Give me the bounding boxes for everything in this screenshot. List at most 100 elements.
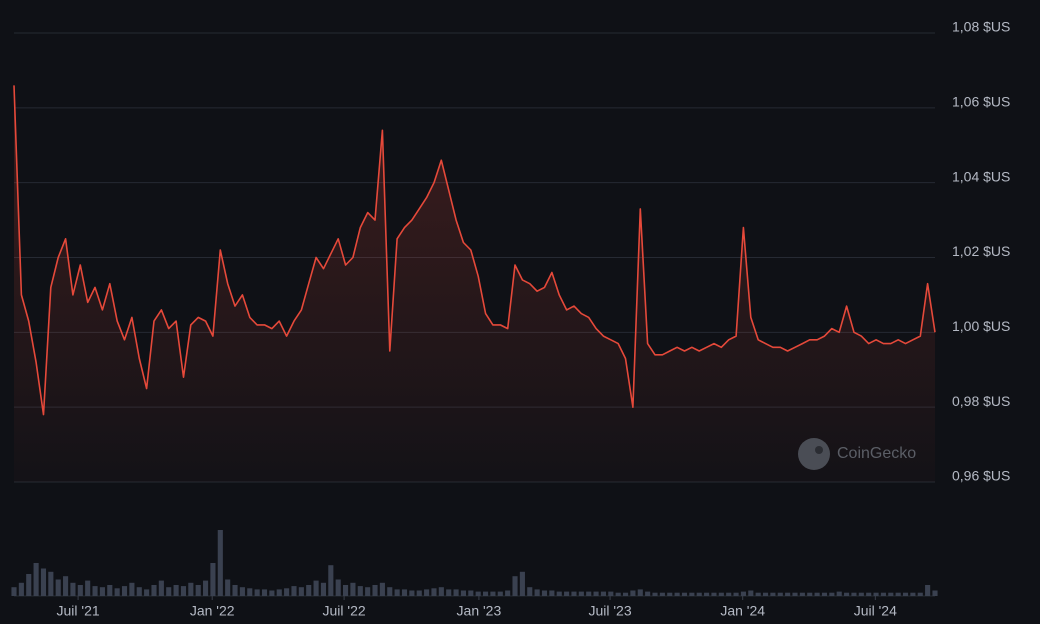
- volume-bar: [475, 591, 481, 596]
- x-tick-label: Juil '22: [323, 603, 366, 619]
- volume-bar: [534, 589, 540, 596]
- volume-bar: [659, 592, 665, 596]
- volume-bar: [11, 587, 17, 596]
- volume-bar: [33, 563, 39, 596]
- volume-bar: [210, 563, 216, 596]
- x-tick-label: Juil '24: [854, 603, 897, 619]
- volume-bar: [858, 592, 864, 596]
- volume-bar: [350, 582, 356, 596]
- y-tick-label: 0,96 $US: [952, 468, 1010, 484]
- volume-bar: [225, 579, 231, 596]
- volume-bar: [770, 592, 776, 596]
- watermark: CoinGecko: [798, 438, 916, 470]
- volume-bar: [910, 592, 916, 596]
- volume-bar: [217, 530, 223, 596]
- volume-bar: [836, 591, 842, 596]
- volume-bar: [762, 592, 769, 596]
- x-tick-label: Jan '23: [457, 603, 502, 619]
- volume-bar: [807, 592, 813, 596]
- volume-bar: [446, 589, 452, 596]
- volume-bar: [541, 590, 548, 596]
- volume-bar: [431, 588, 437, 596]
- volume-bar: [615, 592, 621, 596]
- volume-bar: [416, 590, 422, 596]
- volume-bar: [107, 585, 113, 596]
- watermark-logo: [798, 438, 830, 470]
- volume-bar: [40, 568, 47, 596]
- volume-bar: [77, 585, 83, 596]
- volume-bar: [18, 582, 24, 596]
- volume-bar: [681, 592, 688, 596]
- volume-bar: [497, 591, 503, 596]
- volume-bar: [70, 582, 76, 596]
- volume-bar: [888, 592, 894, 596]
- volume-bar: [696, 592, 702, 596]
- volume-bar: [637, 589, 643, 596]
- y-tick-label: 1,06 $US: [952, 94, 1010, 110]
- volume-bar: [600, 591, 606, 596]
- volume-bar: [564, 591, 570, 596]
- volume-bar: [114, 588, 120, 596]
- volume-bar: [151, 585, 157, 596]
- volume-bar: [593, 591, 599, 596]
- volume-bar: [121, 586, 128, 596]
- volume-bar: [490, 591, 496, 596]
- volume-bar: [571, 591, 577, 596]
- volume-bar: [379, 582, 385, 596]
- y-tick-label: 1,08 $US: [952, 19, 1010, 35]
- volume-bar: [254, 589, 260, 596]
- watermark-text: CoinGecko: [837, 445, 916, 462]
- volume-bar: [394, 589, 400, 596]
- volume-bar: [799, 592, 805, 596]
- volume-bar: [129, 582, 135, 596]
- volume-bar: [328, 565, 334, 596]
- volume-bar: [438, 587, 444, 596]
- volume-bar: [195, 585, 201, 596]
- volume-bar: [844, 592, 850, 596]
- volume-bar: [674, 592, 680, 596]
- volume-bar: [711, 592, 717, 596]
- volume-bar: [343, 585, 349, 596]
- volume-bar: [306, 585, 312, 596]
- volume-bar: [895, 592, 901, 596]
- volume-bar: [873, 592, 879, 596]
- volume-bar: [645, 591, 651, 596]
- volume-bar: [755, 592, 761, 596]
- volume-bar: [166, 587, 172, 596]
- volume-bar: [55, 579, 61, 596]
- volume-bar: [48, 571, 54, 596]
- y-tick-label: 1,04 $US: [952, 168, 1010, 184]
- volume-bar: [866, 592, 872, 596]
- volume-bar: [792, 592, 798, 596]
- volume-bar: [247, 588, 253, 596]
- volume-bar: [519, 571, 525, 596]
- volume-bar: [365, 587, 371, 596]
- volume-bar: [85, 580, 91, 596]
- volume-bar: [180, 586, 187, 596]
- volume-bar: [401, 589, 408, 596]
- volume-bar: [232, 585, 238, 596]
- volume-bar: [99, 587, 105, 596]
- volume-bar: [726, 592, 732, 596]
- y-tick-label: 1,02 $US: [952, 243, 1010, 259]
- volume-bar: [718, 592, 724, 596]
- volume-bar: [188, 582, 194, 596]
- volume-bar: [630, 590, 636, 596]
- volume-bar: [512, 576, 518, 596]
- volume-bar: [851, 592, 857, 596]
- volume-bar: [284, 588, 290, 596]
- x-tick-label: Jan '24: [720, 603, 765, 619]
- volume-bar: [785, 592, 791, 596]
- volume-bar: [932, 590, 938, 596]
- volume-bar: [556, 591, 562, 596]
- volume-bar: [652, 592, 658, 596]
- volume-bar: [387, 587, 393, 596]
- volume-bar: [608, 591, 614, 596]
- y-tick-label: 0,98 $US: [952, 393, 1010, 409]
- volume-bar: [748, 590, 754, 596]
- volume-bar: [586, 591, 592, 596]
- price-area: [14, 85, 935, 483]
- watermark-logo-eye: [815, 446, 823, 454]
- volume-bar: [505, 590, 511, 596]
